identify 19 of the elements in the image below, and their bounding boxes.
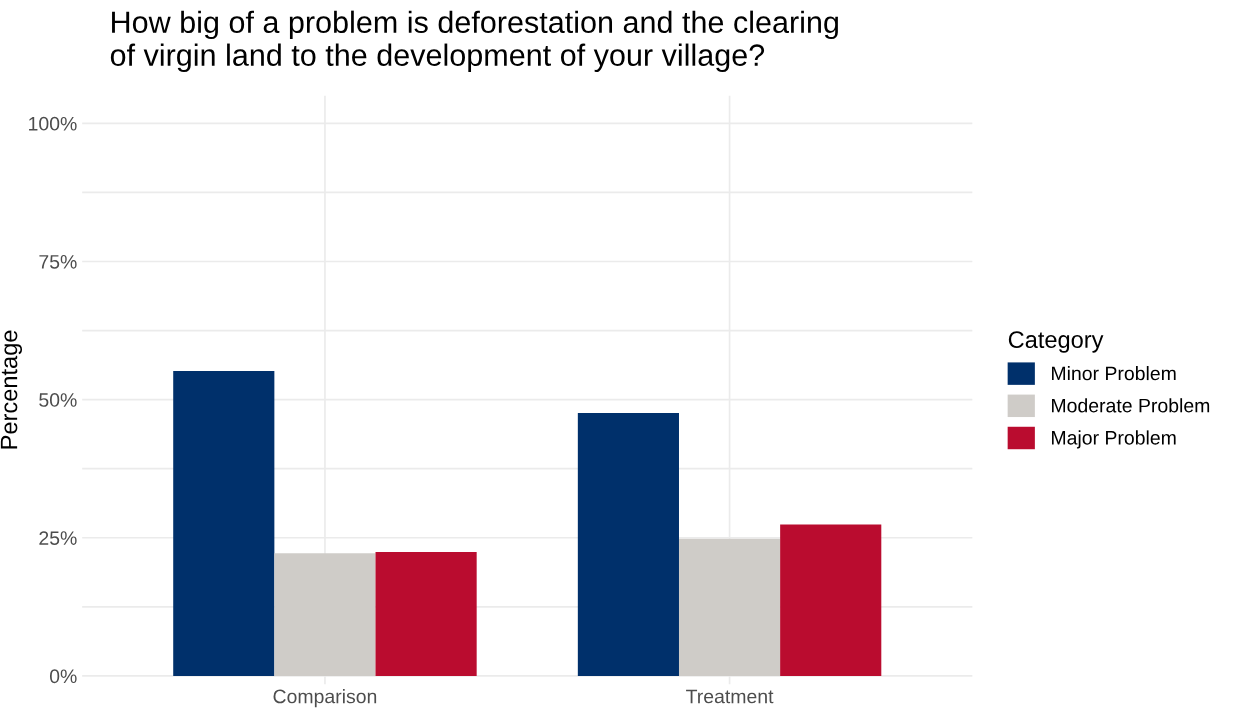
y-tick-label: 0% [49, 669, 77, 684]
bar [780, 524, 882, 676]
legend-label: Minor Problem [1052, 366, 1176, 381]
bar [173, 370, 275, 676]
legend-label: Moderate Problem [1052, 398, 1210, 413]
y-tick-label: 75% [39, 255, 77, 269]
y-tick-label: 50% [39, 393, 77, 407]
x-tick-label: Treatment [686, 689, 774, 704]
y-axis-title: Percentage [0, 330, 23, 449]
bar [375, 552, 477, 676]
chart-title: How big of a problem is deforestation and the clearing of virgin land to the development of your village? [110, 10, 838, 73]
legend-label: Major Problem [1052, 430, 1176, 449]
x-tick-label: Comparison [273, 689, 377, 708]
bar [577, 412, 679, 676]
legend-title: Category [1008, 331, 1104, 353]
y-tick-label: 100% [29, 116, 77, 131]
bar [274, 553, 376, 676]
y-tick-label: 25% [39, 531, 77, 545]
bar [678, 538, 781, 676]
